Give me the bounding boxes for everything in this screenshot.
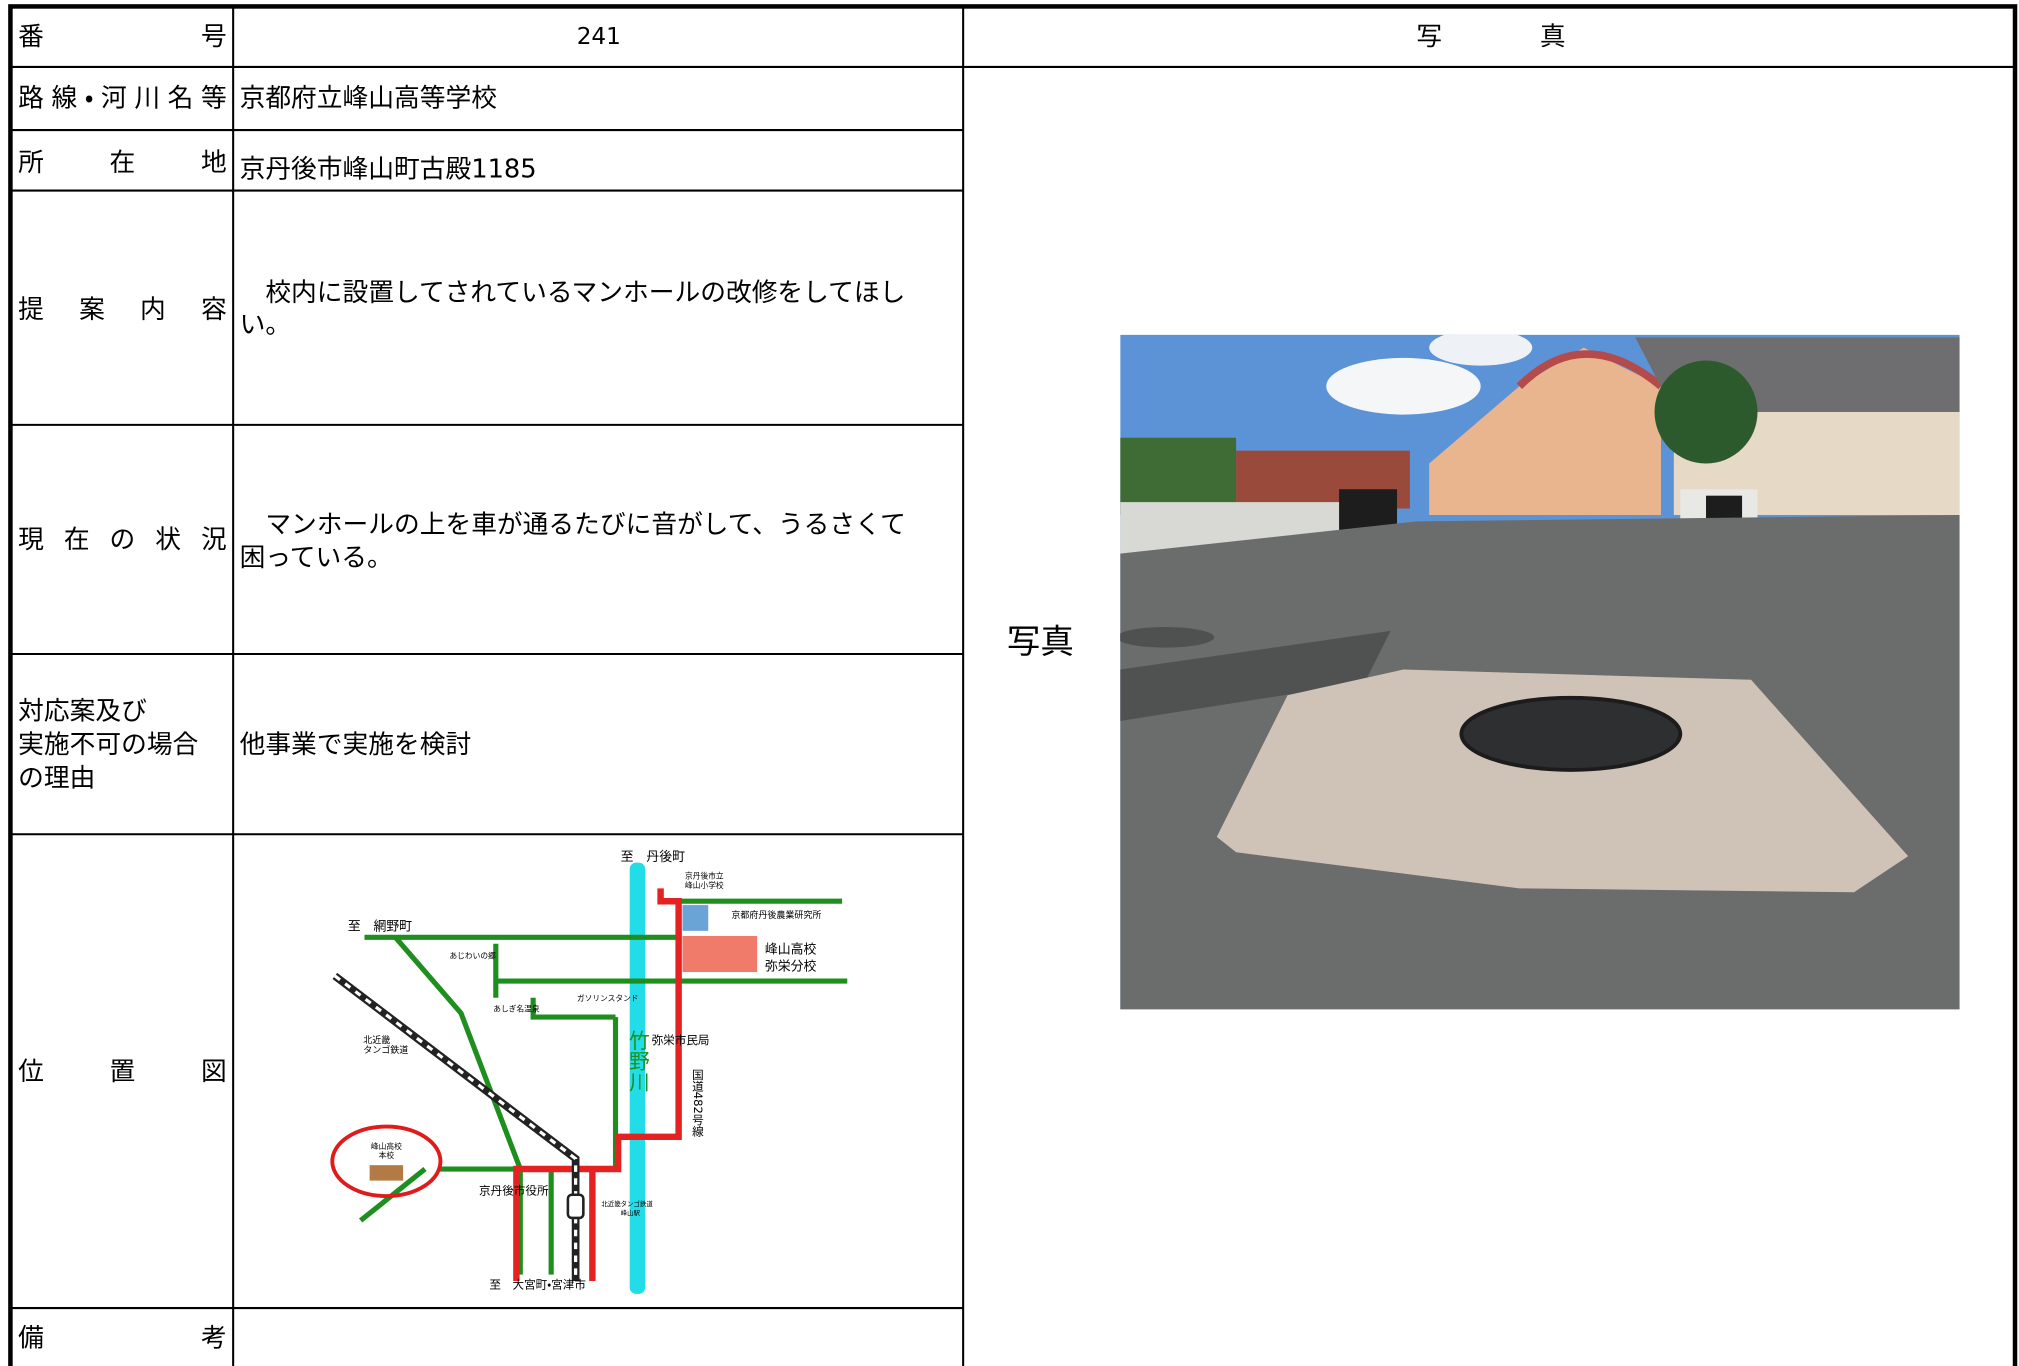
status-line: 困っている。	[240, 543, 393, 573]
location-map: 至 丹後町 京丹後市立 峰山小学校 京都府丹後農業研究所 峰山高校 弥栄分校 至…	[330, 850, 848, 1294]
map-text: 弥栄市民局	[652, 1033, 710, 1047]
map-text: ガソリンスタンド	[577, 993, 639, 1003]
location-value: 京丹後市峰山町古殿1185	[240, 154, 537, 184]
proposal-line: い。	[240, 310, 291, 340]
response-value: 他事業で実施を検討	[240, 730, 472, 760]
research-icon	[682, 905, 709, 931]
map-text: 本校	[379, 1150, 395, 1160]
response-label-line: 実施不可の場合	[18, 730, 198, 760]
route-value: 京都府立峰山高等学校	[240, 84, 497, 114]
river	[629, 862, 646, 1294]
location-label: 所在地	[18, 148, 227, 178]
map-text: あしぎ名温泉	[493, 1003, 540, 1013]
map-text: 京丹後市役所	[479, 1183, 549, 1197]
response-label-line: 対応案及び	[18, 696, 147, 726]
map-text: 国道482号線	[691, 1069, 705, 1137]
number-label: 番号	[18, 22, 227, 52]
route-label: 路線・河川名等	[18, 84, 227, 114]
remarks-label: 備考	[18, 1323, 227, 1353]
main-school-icon	[369, 1165, 404, 1181]
proposal-label: 提案内容	[18, 295, 227, 325]
railway-dash	[333, 974, 578, 1282]
number-value: 241	[577, 23, 621, 50]
map-label: 位置図	[18, 1057, 227, 1087]
map-text: 北近畿	[363, 1034, 390, 1046]
photo-caption: 写真	[1007, 622, 1074, 661]
map-text: 峰山駅	[621, 1208, 641, 1217]
map-text: 至 丹後町	[621, 850, 685, 865]
outer-border	[8, 4, 2018, 1366]
map-text: 京都府丹後農業研究所	[731, 909, 821, 921]
photo	[1120, 334, 1960, 1010]
map-text: 至 網野町	[348, 919, 412, 934]
table-grid	[8, 4, 2018, 1366]
map-text: あじわいの郷	[449, 951, 496, 961]
status-label: 現在の状況	[18, 525, 227, 555]
map-text: 峰山高校	[371, 1141, 402, 1151]
status-line: マンホールの上を車が通るたびに音がして、うるさくて	[240, 510, 906, 540]
map-text: 北近畿タンゴ鉄道	[601, 1199, 653, 1208]
map-text: 峰山高校	[765, 942, 817, 958]
map-text: 弥栄分校	[765, 959, 817, 974]
proposal-line: 校内に設置してされているマンホールの改修をしてほし	[240, 278, 906, 308]
map-text: 至 大宮町・宮津市	[489, 1277, 586, 1291]
map-text: タンゴ鉄道	[363, 1044, 408, 1056]
map-river-name: 竹野川	[625, 1030, 649, 1092]
map-text: 峰山小学校	[685, 880, 724, 890]
station-mark	[566, 1193, 585, 1220]
response-label-line: の理由	[18, 763, 95, 793]
main-road	[513, 888, 682, 1282]
school-icon	[682, 935, 758, 973]
photo-header: 写真	[1416, 22, 1565, 52]
target-circle	[330, 1124, 443, 1198]
map-text: 京丹後市立	[685, 871, 724, 881]
